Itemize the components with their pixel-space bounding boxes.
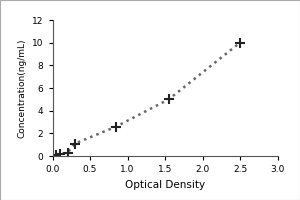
Y-axis label: Concentration(ng/mL): Concentration(ng/mL) [17, 38, 26, 138]
X-axis label: Optical Density: Optical Density [125, 180, 205, 190]
